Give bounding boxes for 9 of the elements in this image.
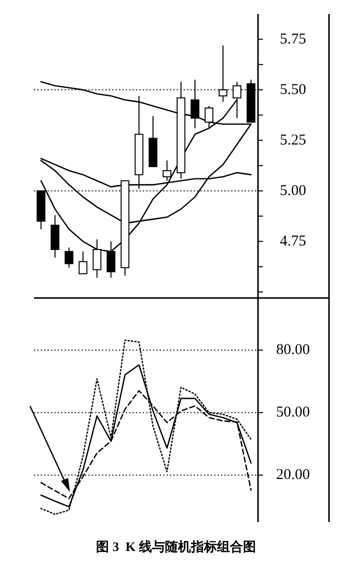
y-tick-label: 5.00 [280,182,306,199]
y-tick-label: 5.25 [280,132,306,148]
y-tick-label: 50.00 [276,404,310,421]
y-tick-label: 20.00 [276,467,310,484]
caption: 图 3 K 线与随机指标组合图 [96,539,256,554]
y-tick-label: 4.75 [280,233,306,250]
y-tick-label: 5.50 [280,82,306,98]
y-tick-label: 5.75 [280,31,306,48]
y-tick-label: 80.00 [276,342,310,358]
